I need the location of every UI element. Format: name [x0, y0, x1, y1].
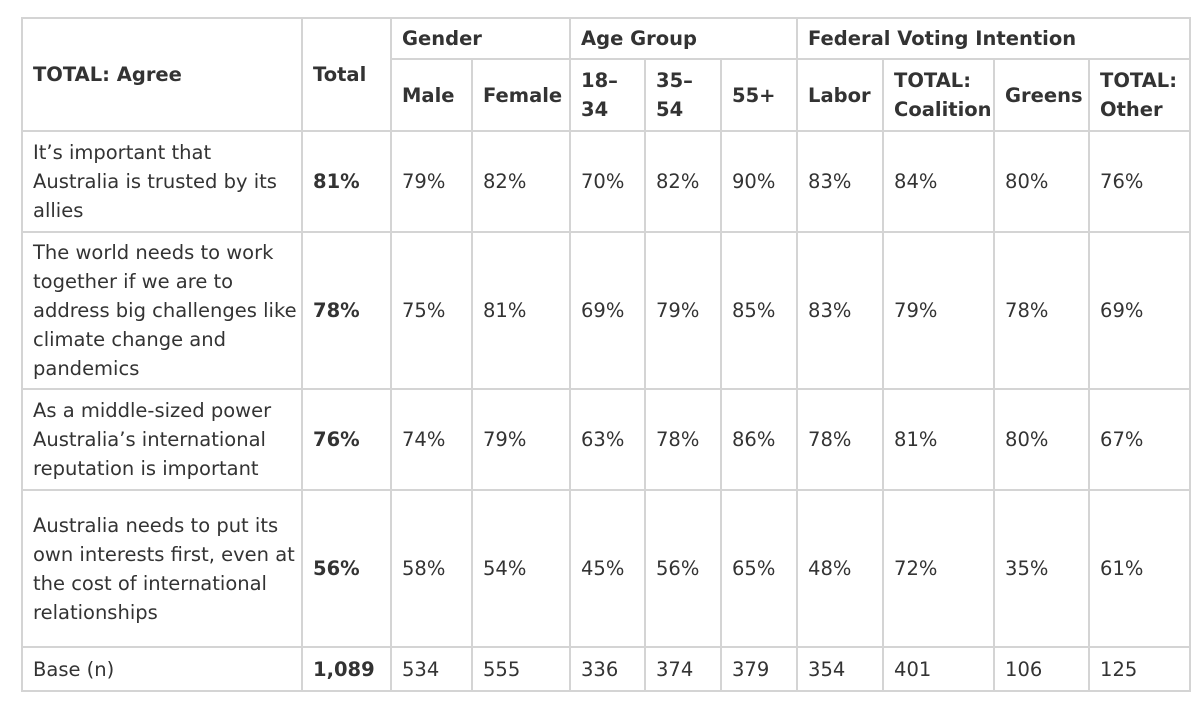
cell-age-55-plus: 90%	[720, 130, 799, 233]
row-statement: As a middle-sized power Australia’s inte…	[21, 388, 303, 491]
cell-age-55-plus: 379	[720, 646, 799, 692]
header-group-gender: Gender	[389, 17, 572, 60]
cell-age-55-plus: 85%	[720, 231, 799, 390]
cell-age-18-34: 45%	[569, 489, 647, 648]
cell-greens: 80%	[993, 388, 1091, 491]
cell-male: 534	[390, 646, 473, 692]
header-labor: Labor	[796, 58, 885, 132]
cell-coalition: 79%	[882, 231, 996, 390]
table-title: TOTAL: Agree	[21, 17, 303, 132]
cell-total: 56%	[301, 489, 392, 648]
cell-greens: 106	[993, 646, 1091, 692]
cell-greens: 80%	[993, 130, 1091, 233]
table-row-middle-power: As a middle-sized power Australia’s inte…	[21, 388, 1192, 491]
cell-male: 58%	[390, 489, 473, 648]
row-statement: The world needs to work together if we a…	[21, 231, 303, 390]
table-row-base: Base (n) 1,089 534 555 336 374 379 354 4…	[21, 646, 1192, 692]
cell-other: 125	[1088, 646, 1192, 692]
cell-other: 61%	[1088, 489, 1192, 648]
cell-other: 69%	[1088, 231, 1192, 390]
cell-female: 81%	[470, 231, 572, 390]
table-row-world: The world needs to work together if we a…	[21, 231, 1192, 390]
cell-labor: 83%	[796, 130, 885, 233]
table-row-own-interests: Australia needs to put its own interests…	[21, 489, 1192, 648]
cell-coalition: 72%	[882, 489, 996, 648]
header-female: Female	[470, 58, 572, 132]
row-statement: It’s important that Australia is trusted…	[21, 130, 303, 233]
cell-female: 54%	[470, 489, 572, 648]
cell-age-35-54: 79%	[644, 231, 723, 390]
row-statement: Australia needs to put its own interests…	[21, 489, 303, 648]
header-row-subgroups: Male Female 18–34 35–54 55+ Labor TOTAL:…	[22, 58, 1192, 132]
row-statement: Base (n)	[21, 646, 303, 692]
cell-age-35-54: 374	[644, 646, 723, 692]
cell-coalition: 401	[882, 646, 996, 692]
cell-total: 78%	[301, 231, 392, 390]
cell-female: 79%	[470, 388, 572, 491]
cell-age-35-54: 82%	[644, 130, 723, 233]
header-other: TOTAL: Other	[1088, 58, 1192, 132]
cell-coalition: 84%	[882, 130, 996, 233]
header-male: Male	[390, 58, 473, 132]
header-greens: Greens	[993, 58, 1091, 132]
survey-table: TOTAL: Agree Total Gender Age Group Fede…	[21, 17, 1192, 692]
cell-age-18-34: 336	[569, 646, 647, 692]
cell-female: 82%	[470, 130, 572, 233]
cell-age-35-54: 56%	[644, 489, 723, 648]
cell-male: 74%	[390, 388, 473, 491]
header-coalition: TOTAL: Coalition	[882, 58, 996, 132]
header-age-55-plus: 55+	[720, 58, 799, 132]
cell-labor: 83%	[796, 231, 885, 390]
header-group-voting: Federal Voting Intention	[796, 17, 1192, 60]
cell-total: 1,089	[301, 646, 392, 692]
cell-labor: 78%	[796, 388, 885, 491]
cell-greens: 78%	[993, 231, 1091, 390]
cell-total: 76%	[301, 388, 392, 491]
cell-male: 79%	[390, 130, 473, 233]
header-age-35-54: 35–54	[644, 58, 723, 132]
cell-other: 76%	[1088, 130, 1192, 233]
cell-age-55-plus: 86%	[720, 388, 799, 491]
cell-labor: 354	[796, 646, 885, 692]
cell-age-18-34: 69%	[569, 231, 647, 390]
cell-total: 81%	[301, 130, 392, 233]
cell-greens: 35%	[993, 489, 1091, 648]
cell-age-18-34: 63%	[569, 388, 647, 491]
cell-male: 75%	[390, 231, 473, 390]
cell-age-18-34: 70%	[569, 130, 647, 233]
cell-age-35-54: 78%	[644, 388, 723, 491]
header-total: Total	[301, 17, 392, 132]
header-group-age: Age Group	[569, 17, 799, 60]
cell-labor: 48%	[796, 489, 885, 648]
cell-coalition: 81%	[882, 388, 996, 491]
cell-female: 555	[470, 646, 572, 692]
header-row-groups: TOTAL: Agree Total Gender Age Group Fede…	[21, 17, 1192, 132]
table-row-trusted: It’s important that Australia is trusted…	[21, 130, 1192, 233]
cell-other: 67%	[1088, 388, 1192, 491]
cell-age-55-plus: 65%	[720, 489, 799, 648]
header-age-18-34: 18–34	[569, 58, 647, 132]
